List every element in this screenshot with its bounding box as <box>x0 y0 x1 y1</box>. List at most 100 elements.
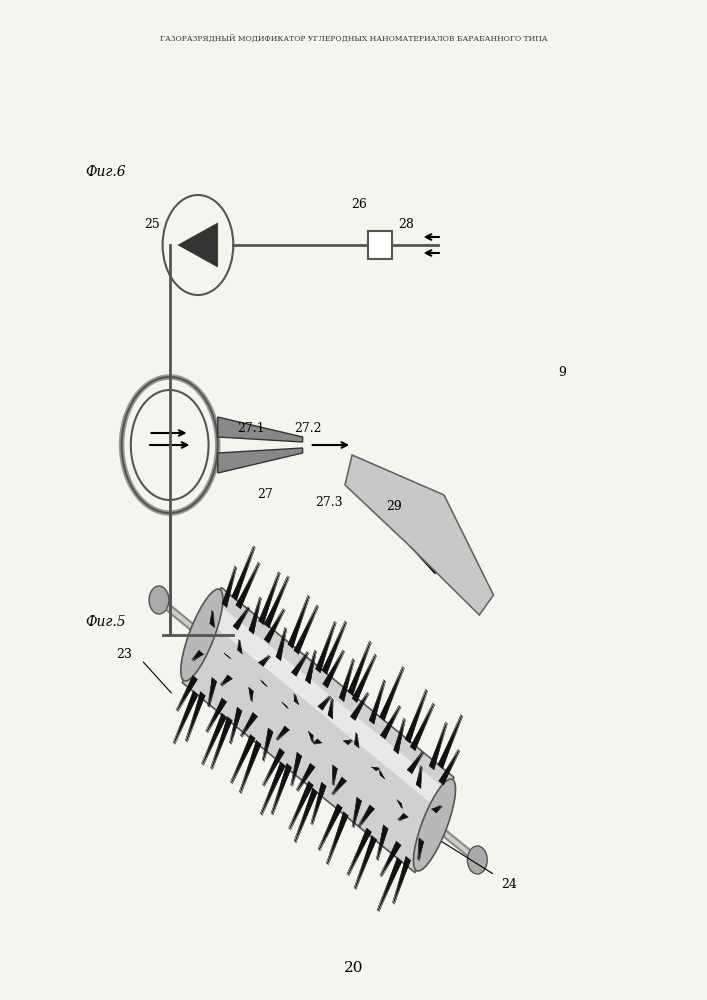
Polygon shape <box>238 640 243 654</box>
Polygon shape <box>369 680 385 724</box>
Polygon shape <box>276 628 286 661</box>
Polygon shape <box>206 698 227 732</box>
Ellipse shape <box>467 846 487 874</box>
Polygon shape <box>261 762 286 815</box>
Polygon shape <box>308 731 313 742</box>
Polygon shape <box>210 611 215 628</box>
Polygon shape <box>192 650 204 660</box>
Polygon shape <box>352 655 375 702</box>
Polygon shape <box>350 693 368 720</box>
Polygon shape <box>359 805 375 826</box>
Polygon shape <box>313 739 322 743</box>
Polygon shape <box>233 607 249 630</box>
Polygon shape <box>394 719 404 754</box>
Polygon shape <box>327 812 349 864</box>
Polygon shape <box>288 596 309 648</box>
Bar <box>368 231 392 259</box>
Polygon shape <box>416 766 421 788</box>
Polygon shape <box>381 841 401 876</box>
Polygon shape <box>419 838 423 860</box>
Polygon shape <box>294 694 299 705</box>
Polygon shape <box>264 577 288 628</box>
Text: Фиг.6: Фиг.6 <box>85 165 125 179</box>
Polygon shape <box>378 858 402 911</box>
Polygon shape <box>410 704 434 751</box>
Polygon shape <box>187 692 205 741</box>
Text: 27.3: 27.3 <box>315 496 343 510</box>
Polygon shape <box>221 675 233 685</box>
Polygon shape <box>354 733 359 748</box>
Polygon shape <box>439 750 459 785</box>
Polygon shape <box>218 417 303 442</box>
Polygon shape <box>348 642 370 696</box>
Text: 27.1: 27.1 <box>237 422 265 436</box>
Polygon shape <box>259 572 279 625</box>
Text: 9: 9 <box>558 365 566 378</box>
Polygon shape <box>332 777 346 794</box>
Polygon shape <box>407 753 423 774</box>
Polygon shape <box>397 800 402 808</box>
Polygon shape <box>345 455 493 615</box>
Ellipse shape <box>149 586 169 614</box>
Polygon shape <box>230 707 242 744</box>
Text: 28: 28 <box>399 218 414 231</box>
Polygon shape <box>178 223 218 267</box>
Polygon shape <box>232 547 255 601</box>
Text: Фиг.5: Фиг.5 <box>85 615 125 629</box>
Polygon shape <box>431 806 441 813</box>
Polygon shape <box>429 723 446 770</box>
Polygon shape <box>202 713 227 764</box>
Polygon shape <box>211 717 233 769</box>
Polygon shape <box>290 781 313 829</box>
Polygon shape <box>295 788 317 842</box>
Polygon shape <box>380 771 385 779</box>
Polygon shape <box>177 675 197 711</box>
Polygon shape <box>292 752 302 786</box>
Text: 26: 26 <box>351 198 367 211</box>
Text: 25: 25 <box>144 218 160 231</box>
Polygon shape <box>209 678 217 707</box>
Text: 27.2: 27.2 <box>294 422 321 436</box>
Polygon shape <box>399 813 409 820</box>
Polygon shape <box>249 598 260 634</box>
Polygon shape <box>317 697 330 710</box>
Polygon shape <box>272 763 292 814</box>
Ellipse shape <box>181 589 223 681</box>
Polygon shape <box>319 804 342 850</box>
Polygon shape <box>224 653 230 658</box>
Polygon shape <box>218 448 303 473</box>
Polygon shape <box>353 797 362 827</box>
Polygon shape <box>174 691 198 743</box>
Polygon shape <box>277 726 289 740</box>
Polygon shape <box>355 836 377 889</box>
Polygon shape <box>339 659 354 702</box>
Text: 29: 29 <box>387 500 402 514</box>
Polygon shape <box>264 748 284 785</box>
Polygon shape <box>240 740 261 793</box>
Polygon shape <box>405 690 427 743</box>
Polygon shape <box>263 728 273 761</box>
Polygon shape <box>380 706 400 739</box>
Text: 23: 23 <box>116 648 132 662</box>
Ellipse shape <box>414 779 455 871</box>
Polygon shape <box>249 687 253 701</box>
Polygon shape <box>343 740 352 745</box>
Polygon shape <box>378 825 388 860</box>
Polygon shape <box>291 652 308 676</box>
Polygon shape <box>222 567 236 607</box>
Text: 24: 24 <box>501 879 517 892</box>
Polygon shape <box>322 622 346 674</box>
Text: 27: 27 <box>257 488 273 502</box>
Polygon shape <box>297 763 315 791</box>
Text: 20: 20 <box>344 961 363 975</box>
Polygon shape <box>262 681 267 687</box>
Polygon shape <box>348 828 371 875</box>
Polygon shape <box>294 606 317 654</box>
Polygon shape <box>393 856 411 903</box>
Polygon shape <box>236 563 259 609</box>
Polygon shape <box>231 734 255 783</box>
Text: ГАЗОРАЗРЯДНЫЙ МОДИФИКАТОР УГЛЕРОДНЫХ НАНОМАТЕРИАЛОВ БАРАБАННОГО ТИПА: ГАЗОРАЗРЯДНЫЙ МОДИФИКАТОР УГЛЕРОДНЫХ НАН… <box>160 35 547 43</box>
Polygon shape <box>281 702 287 708</box>
Polygon shape <box>322 651 344 688</box>
Polygon shape <box>241 712 257 736</box>
